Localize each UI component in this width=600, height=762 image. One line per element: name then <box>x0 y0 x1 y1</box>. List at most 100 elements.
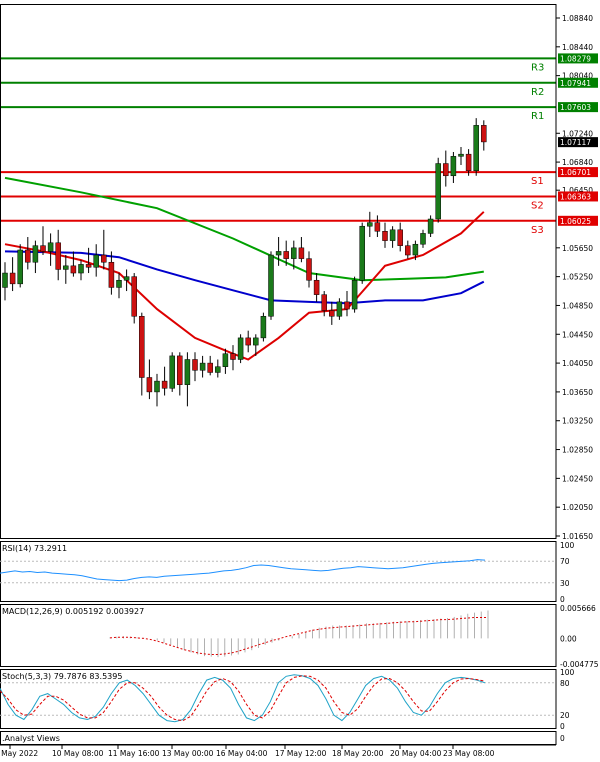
stoch-level-label: 20 <box>560 711 570 720</box>
stoch-level-label: 0 <box>560 722 565 731</box>
candle <box>313 273 320 302</box>
candle-body <box>374 222 381 232</box>
candle-body <box>412 243 419 256</box>
stoch-panel[interactable]: Stoch(5,3,3) 79.7876 83.5395 100 80 20 0 <box>0 668 575 731</box>
y-tick-label: 1.01650 <box>562 532 593 541</box>
price-panel[interactable]: 1.08840 1.08440 1.08040 1.07240 1.06840 1.064… <box>0 14 598 541</box>
candle <box>458 146 464 165</box>
candle-body <box>85 264 92 268</box>
stoch-level-label: 100 <box>560 668 575 677</box>
candle-body <box>389 229 396 241</box>
candle-body <box>55 242 61 270</box>
candle <box>108 251 115 295</box>
level-price-tag <box>558 167 598 178</box>
y-tick-label: 1.05250 <box>562 273 593 282</box>
candle <box>275 237 282 266</box>
candle-body <box>199 362 206 371</box>
level-label-s2: S2 <box>531 200 544 211</box>
candle <box>70 251 77 277</box>
candle <box>123 269 130 292</box>
candle-body <box>397 229 403 246</box>
candle-body <box>222 353 229 367</box>
candle-body <box>405 245 411 256</box>
y-tick-label: 1.03650 <box>562 388 593 397</box>
macd-level-label: 0.005666 <box>560 604 596 613</box>
y-tick-label: 1.06840 <box>562 158 593 167</box>
candle <box>351 276 358 313</box>
rsi-level-label: 100 <box>560 541 575 550</box>
candle-body <box>192 359 198 371</box>
candle <box>283 240 289 266</box>
level-label-s3: S3 <box>531 225 544 236</box>
last-price-tag <box>558 137 598 148</box>
candle-body <box>237 337 244 360</box>
x-tick-label: 10 May 08:00 <box>52 749 104 758</box>
candle <box>443 150 449 187</box>
candle <box>245 330 251 353</box>
last-price-text: 1.07117 <box>560 138 591 147</box>
candle-body <box>344 301 350 310</box>
candle-body <box>177 355 183 385</box>
candle <box>336 298 343 320</box>
candle-body <box>260 316 267 339</box>
candle-body <box>291 247 297 259</box>
y-tick-label: 1.07240 <box>562 129 593 138</box>
macd-level-label: -0.004775 <box>560 660 599 669</box>
level-label-s1: S1 <box>531 176 544 187</box>
panel-frame <box>0 669 557 729</box>
candle <box>63 255 69 284</box>
y-tick-label: 1.05650 <box>562 244 593 253</box>
candle-body <box>40 245 46 252</box>
candle <box>382 222 388 248</box>
candle-body <box>465 153 472 171</box>
candle <box>405 240 411 259</box>
candle <box>101 229 107 270</box>
candle-body <box>329 310 335 317</box>
candle <box>93 244 99 277</box>
x-tick-label: 13 May 00:00 <box>162 749 214 758</box>
panel-borders <box>0 4 557 746</box>
candle-body <box>306 258 312 281</box>
candle <box>344 291 350 317</box>
candle <box>215 359 221 378</box>
candle-body <box>2 272 8 288</box>
candle-body <box>275 251 282 256</box>
candle <box>2 262 8 301</box>
level-price-tag-text: 1.07603 <box>560 103 591 112</box>
stoch-k-line <box>0 674 486 723</box>
candle <box>177 352 183 396</box>
candle <box>260 312 267 342</box>
candle-body <box>458 153 464 157</box>
candle-body <box>131 276 137 317</box>
candle <box>17 244 23 288</box>
candle <box>450 152 457 183</box>
level-price-tag-text: 1.06363 <box>560 192 591 201</box>
rsi-panel[interactable]: RSI(14) 73.2911 100 70 30 0 <box>0 541 575 604</box>
candle <box>139 312 145 396</box>
candle-body <box>139 316 145 378</box>
candle <box>116 273 122 299</box>
candle <box>435 157 441 223</box>
candle-body <box>427 218 434 234</box>
candle <box>184 352 191 407</box>
x-tick-label: 11 May 16:00 <box>108 749 160 758</box>
panel-frame <box>0 4 557 539</box>
y-tick-label: 1.04450 <box>562 330 593 339</box>
macd-level-label: 0.00 <box>560 634 577 643</box>
rsi-level-label: 0 <box>560 595 565 604</box>
candle <box>154 373 160 407</box>
level-price-tag-text: 1.06025 <box>560 217 591 226</box>
candle <box>207 355 213 376</box>
y-tick-label: 1.02850 <box>562 446 593 455</box>
level-label-r3: R3 <box>531 62 544 73</box>
candle <box>306 251 312 288</box>
candle <box>291 240 297 270</box>
candle-body <box>245 337 251 346</box>
analyst-views-label: .Analyst Views <box>2 734 60 743</box>
candle <box>40 226 46 256</box>
candle-body <box>473 125 479 171</box>
candle-body <box>63 265 69 270</box>
macd-panel[interactable]: MACD(12,26,9) 0.005192 0.003927 0.005666… <box>2 604 599 669</box>
